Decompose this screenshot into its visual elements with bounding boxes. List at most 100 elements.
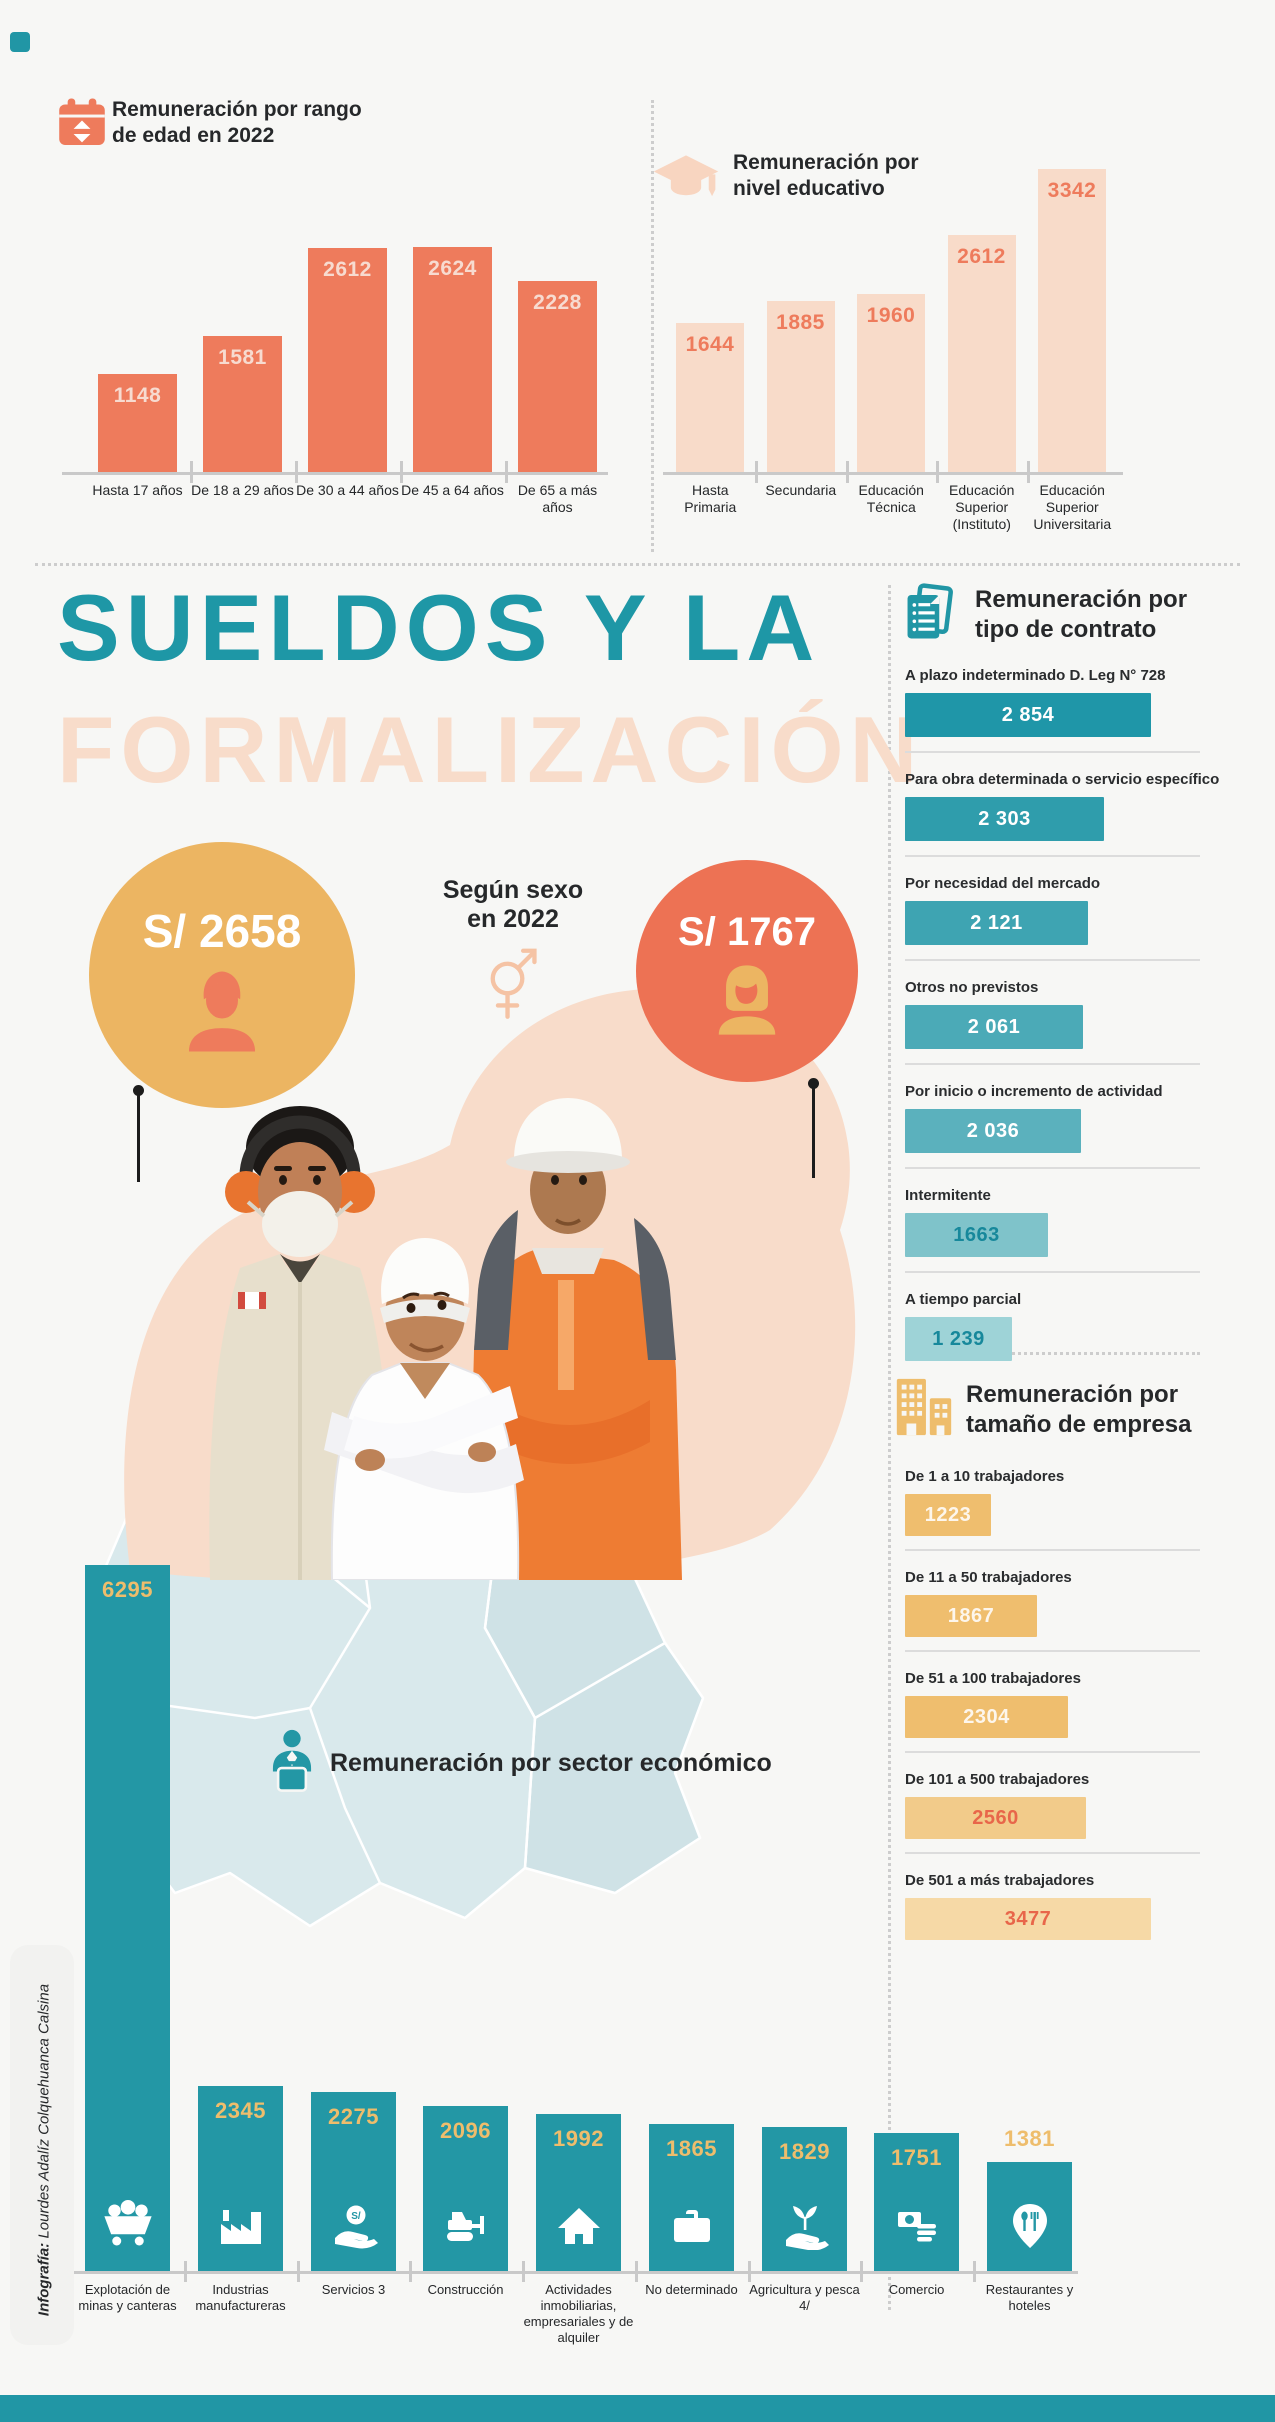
list-item: A tiempo parcial 1 239 xyxy=(905,1290,1215,1361)
edu-labels: Hasta Primaria Secundaria Educación Técnic… xyxy=(665,482,1118,533)
row-bar: 2 854 xyxy=(905,693,1151,737)
row-label: Por necesidad del mercado xyxy=(905,875,1101,892)
row-separator xyxy=(905,1751,1200,1753)
bar-value: 2624 xyxy=(428,257,477,280)
male-person-icon xyxy=(188,971,256,1052)
row-separator xyxy=(905,959,1200,961)
age-chart-title: Remuneración por rango de edad en 2022 xyxy=(112,97,362,149)
category-label: De 30 a 44 años xyxy=(296,482,399,498)
row-bar: 2 036 xyxy=(905,1109,1081,1153)
category-label: No determinado xyxy=(645,2282,738,2297)
list-item: Por inicio o incremento de actividad 2 03… xyxy=(905,1082,1215,1169)
factory-icon xyxy=(217,2202,265,2250)
male-salary-circle: S/ 2658 xyxy=(89,842,355,1108)
row-label: A plazo indeterminado D. Leg N° 728 xyxy=(905,667,1166,684)
axis-tick xyxy=(522,2261,525,2282)
row-label: Intermitente xyxy=(905,1187,991,1204)
sector-axis xyxy=(58,2271,1078,2274)
company-chart: De 1 a 10 trabajadores 1223 De 11 a 50 tra… xyxy=(905,1467,1215,1953)
row-separator xyxy=(905,1063,1200,1065)
row-bar: 2 303 xyxy=(905,797,1104,841)
category-label: Restaurantes y hoteles xyxy=(985,2282,1074,2313)
bar xyxy=(987,2162,1072,2272)
list-item: De 11 a 50 trabajadores 1867 xyxy=(905,1568,1215,1652)
gender-symbol-icon xyxy=(490,948,537,1019)
row-separator xyxy=(905,1852,1200,1854)
category-label: Agricultura y pesca 4/ xyxy=(749,2282,860,2313)
edu-title-line2: nivel educativo xyxy=(733,177,885,200)
edu-bars: 1644 1885 1960 2612 3342 xyxy=(676,162,1106,472)
row-label: Para obra determinada o servicio específ… xyxy=(905,771,1220,788)
age-labels: Hasta 17 años De 18 a 29 años De 30 a 44 a… xyxy=(85,482,610,516)
list-item: A plazo indeterminado D. Leg N° 728 2 854 xyxy=(905,666,1215,753)
bar: 2612 xyxy=(947,235,1016,472)
bar-value: 2228 xyxy=(533,291,582,314)
row-label: A tiempo parcial xyxy=(905,1291,1022,1308)
bar-value: 1644 xyxy=(685,333,735,356)
axis-tick xyxy=(635,2261,638,2282)
row-label: Otros no previstos xyxy=(905,979,1039,996)
bar: 6295 xyxy=(85,1565,170,2272)
category-label: Secundaria xyxy=(765,482,837,498)
bar: 2624 xyxy=(413,247,492,472)
divider-vertical-right xyxy=(888,585,891,2310)
category-label: Actividades inmobiliarias, empresariales… xyxy=(523,2282,634,2345)
axis-tick xyxy=(973,2261,976,2282)
axis-tick xyxy=(1027,461,1030,483)
list-item: Por necesidad del mercado 2 121 xyxy=(905,874,1215,961)
age-title-line2: de edad en 2022 xyxy=(112,124,275,147)
footer-strip xyxy=(0,2395,1275,2422)
bar-value: 1960 xyxy=(866,304,916,327)
bar: 2612 xyxy=(308,248,387,472)
row-label: Por inicio o incremento de actividad xyxy=(905,1083,1163,1100)
bar-value: 1381 xyxy=(1004,2126,1055,2151)
list-item: De 1 a 10 trabajadores 1223 xyxy=(905,1467,1215,1551)
company-title-line1: Remuneración por xyxy=(966,1381,1179,1408)
axis-tick xyxy=(297,2261,300,2282)
row-separator xyxy=(905,855,1200,857)
category-label: Educación Superior Universitaria xyxy=(1033,482,1112,532)
list-item: Intermitente 1663 xyxy=(905,1186,1215,1273)
company-title-line2: tamaño de empresa xyxy=(966,1411,1192,1438)
axis-tick xyxy=(748,2261,751,2282)
page-title-line1: SUELDOS Y LA xyxy=(57,575,821,680)
bar-value: 1581 xyxy=(218,346,267,369)
category-label: Comercio xyxy=(888,2282,945,2297)
house-icon xyxy=(555,2202,603,2250)
bar-value: 1992 xyxy=(553,2126,604,2151)
bar-value: 1885 xyxy=(776,311,825,334)
list-item: De 101 a 500 trabajadores 2560 xyxy=(905,1770,1215,1854)
row-bar: 3477 xyxy=(905,1898,1151,1940)
row-separator xyxy=(905,751,1200,753)
bar: 1581 xyxy=(203,336,282,472)
bar-value: 2096 xyxy=(440,2118,491,2143)
row-bar: 1867 xyxy=(905,1595,1037,1637)
bulldozer-icon xyxy=(442,2202,490,2250)
worker-construction xyxy=(468,1098,682,1580)
workers-photo xyxy=(124,988,856,1580)
coin-hand-icon xyxy=(330,2202,378,2250)
row-label: De 101 a 500 trabajadores xyxy=(905,1771,1090,1788)
female-person-icon xyxy=(718,965,776,1035)
worker-chef xyxy=(324,1238,524,1580)
gender-heading: Según sexo en 2022 xyxy=(418,876,608,934)
list-item: De 501 a más trabajadores 3477 xyxy=(905,1871,1215,1940)
bar: 2228 xyxy=(518,281,597,472)
bar: 1960 xyxy=(857,294,925,472)
contract-chart: A plazo indeterminado D. Leg N° 728 2 854… xyxy=(905,666,1220,1375)
bar-value: 1148 xyxy=(113,384,162,407)
female-salary-value: S/ 1767 xyxy=(678,910,816,954)
male-salary-value: S/ 2658 xyxy=(142,905,302,957)
bar-value: 6295 xyxy=(102,1577,153,1602)
contract-chart-title: Remuneración por tipo de contrato xyxy=(975,585,1187,645)
bar: 1829 xyxy=(762,2127,847,2272)
category-label: Educación Técnica xyxy=(858,482,924,515)
restaurant-pin-icon xyxy=(1006,2202,1054,2250)
cash-hand-icon xyxy=(893,2202,941,2250)
contract-icon xyxy=(907,583,953,639)
axis-tick xyxy=(755,461,758,483)
credit-card xyxy=(10,1945,74,2345)
age-title-line1: Remuneración por rango xyxy=(112,98,362,121)
bar-value: 1751 xyxy=(891,2145,942,2170)
